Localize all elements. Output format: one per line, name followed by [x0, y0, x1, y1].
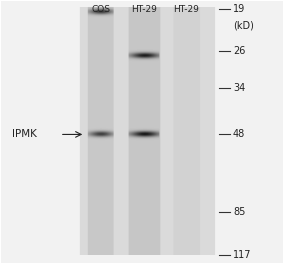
- Text: 26: 26: [233, 46, 245, 56]
- Text: 19: 19: [233, 4, 245, 13]
- Text: IPMK: IPMK: [12, 129, 37, 139]
- Text: (kD): (kD): [233, 21, 254, 31]
- Text: 48: 48: [233, 129, 245, 139]
- Text: 85: 85: [233, 207, 245, 217]
- Text: HT-29: HT-29: [131, 5, 157, 14]
- Text: HT-29: HT-29: [173, 5, 200, 14]
- Text: 117: 117: [233, 251, 252, 260]
- Text: COS: COS: [91, 5, 110, 14]
- Text: 34: 34: [233, 83, 245, 93]
